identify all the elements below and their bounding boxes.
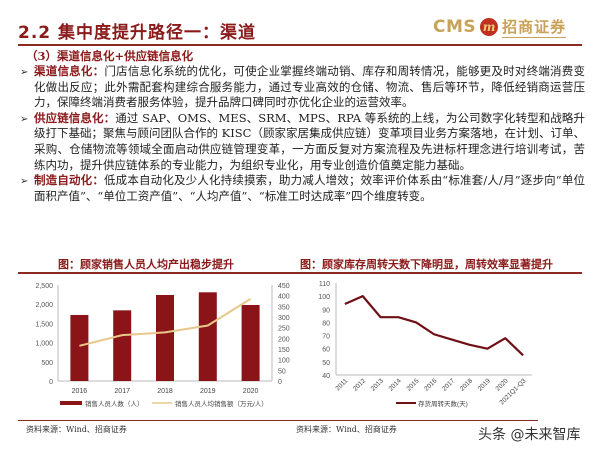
left-y-tick: 1,000 bbox=[35, 341, 53, 348]
legend-line-label: 销售人员人均销售额（万元/人） bbox=[175, 399, 268, 408]
left-y-tick: 2,500 bbox=[35, 283, 53, 290]
logo-m-icon: m bbox=[480, 18, 499, 36]
y-tick: 100 bbox=[318, 294, 330, 301]
watermark: 头条 @未来智库 bbox=[478, 427, 581, 443]
bullet-text: 低成本自动化及少人化持续摸索，助力减人增效；效率评价体系由“标准套/人/月”逐步… bbox=[34, 173, 585, 203]
y-tick: 50 bbox=[322, 360, 330, 367]
figure-divider bbox=[18, 272, 582, 274]
source-divider bbox=[18, 420, 538, 421]
x-tick: 2020 bbox=[243, 388, 259, 395]
y-tick: 40 bbox=[322, 373, 330, 380]
x-tick: 2018 bbox=[157, 388, 173, 395]
x-tick: 2017 bbox=[114, 388, 130, 395]
x-tick: 2015 bbox=[405, 377, 420, 392]
right-y-tick: 100 bbox=[278, 358, 290, 365]
arrow-bullet-icon: ➢ bbox=[20, 113, 29, 125]
bullet-channel-informatization: ➢ 渠道信息化：门店信息化系统的优化，可使企业掌握终端动销、库存和周转情况，能够… bbox=[20, 64, 585, 111]
y-tick: 60 bbox=[322, 347, 330, 354]
x-tick: 2016 bbox=[423, 377, 438, 392]
bullet-manufacturing-automation: ➢ 制造自动化：低成本自动化及少人化持续摸索，助力减人增效；效率评价体系由“标准… bbox=[20, 173, 585, 204]
y-tick: 90 bbox=[322, 307, 330, 314]
arrow-bullet-icon: ➢ bbox=[20, 67, 29, 78]
x-tick: 2018 bbox=[459, 377, 474, 392]
logo-cms-text: CMS bbox=[433, 17, 477, 37]
right-y-tick: 0 bbox=[278, 379, 282, 386]
sales-staff-chart: 0 500 1,000 1,500 2,000 2,500 0 50 100 150 200 250 3… bbox=[35, 283, 290, 408]
left-figure-caption: 图：顾家销售人员人均产出稳步提升 bbox=[58, 258, 234, 271]
section-subtitle: （3）渠道信息化+供应链信息化 bbox=[26, 49, 194, 63]
y-tick: 110 bbox=[319, 281, 330, 288]
right-y-tick: 300 bbox=[278, 315, 290, 322]
header-divider bbox=[18, 44, 582, 46]
bullet-text: 门店信息化系统的优化，可使企业掌握终端动销、库存和周转情况，能够更及时对终端消费… bbox=[34, 64, 586, 110]
arrow-bullet-icon: ➢ bbox=[20, 176, 29, 188]
x-tick: 2016 bbox=[72, 388, 88, 395]
right-figure-caption: 图：顾家库存周转天数下降明显，周转效率显著提升 bbox=[300, 258, 553, 271]
inventory-days-line bbox=[344, 295, 524, 357]
left-y-tick: 2,000 bbox=[35, 302, 53, 309]
x-tick: 2012 bbox=[352, 377, 367, 392]
right-y-tick: 250 bbox=[278, 326, 290, 333]
legend-bar-label: 销售人员人数（人） bbox=[85, 399, 144, 408]
y-tick: 80 bbox=[322, 320, 330, 327]
y-tick: 70 bbox=[322, 334, 330, 341]
logo-cn-text: 招商证券 bbox=[502, 18, 567, 38]
bullet-text: 通过 SAP、OMS、MES、SRM、MPS、RPA 等系统的上线，为公司数字化… bbox=[34, 110, 585, 172]
x-tick: 2019 bbox=[200, 388, 216, 395]
cms-logo: CMS m 招商证券 bbox=[433, 16, 567, 38]
right-y-tick: 150 bbox=[278, 347, 290, 354]
x-tick: 2017 bbox=[441, 377, 456, 392]
left-source-note: 资料来源：Wind、招商证券 bbox=[26, 425, 127, 434]
x-tick: 2011 bbox=[334, 377, 349, 392]
right-y-tick: 350 bbox=[278, 304, 290, 311]
right-y-tick: 400 bbox=[278, 294, 290, 301]
bar bbox=[156, 294, 174, 381]
right-source-note: 资料来源：Wind、招商证券 bbox=[296, 425, 397, 434]
page-header: 2.2 集中度提升路径一：渠道 CMS m 招商证券 bbox=[0, 0, 600, 44]
left-y-tick: 1,500 bbox=[35, 321, 53, 328]
legend-line-label: 存货周转天数(天) bbox=[418, 399, 468, 408]
x-tick: 2020 bbox=[495, 377, 510, 392]
bar bbox=[241, 304, 260, 381]
bullet-list: ➢ 渠道信息化：门店信息化系统的优化，可使企业掌握终端动销、库存和周转情况，能够… bbox=[20, 64, 585, 204]
x-tick: 2019 bbox=[477, 377, 492, 392]
x-tick: 2014 bbox=[388, 377, 403, 392]
page-title: 2.2 集中度提升路径一：渠道 bbox=[18, 23, 257, 43]
avg-sales-line bbox=[79, 298, 252, 347]
bullet-lead: 制造自动化： bbox=[34, 173, 104, 188]
bar bbox=[70, 314, 89, 381]
left-y-tick: 500 bbox=[41, 360, 53, 367]
bar bbox=[198, 292, 217, 381]
legend-bar-swatch bbox=[60, 401, 82, 405]
right-y-tick: 200 bbox=[278, 336, 290, 343]
bullet-supply-chain-informatization: ➢ 供应链信息化：通过 SAP、OMS、MES、SRM、MPS、RPA 等系统的… bbox=[20, 111, 585, 173]
bullet-lead: 供应链信息化： bbox=[34, 110, 116, 125]
right-y-tick: 450 bbox=[278, 283, 290, 290]
x-tick: 2013 bbox=[370, 377, 385, 392]
bullet-lead: 渠道信息化： bbox=[34, 64, 105, 78]
right-y-tick: 50 bbox=[278, 368, 286, 375]
left-y-tick: 0 bbox=[49, 379, 53, 386]
bar bbox=[113, 310, 132, 381]
